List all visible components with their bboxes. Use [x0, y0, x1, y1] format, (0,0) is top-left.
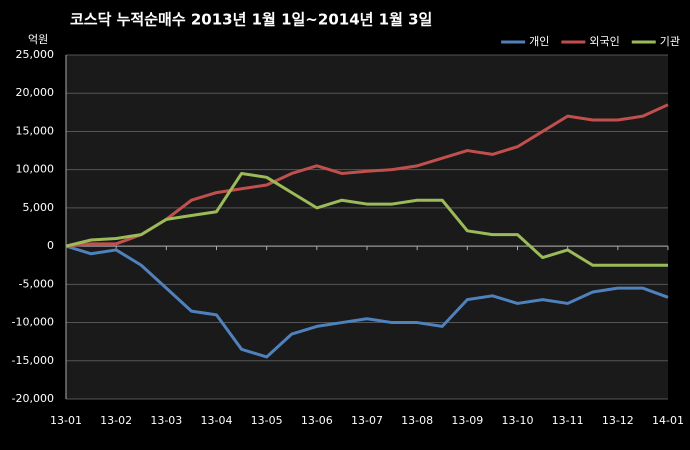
- y-tick-label: 10,000: [16, 163, 55, 176]
- x-tick-label: 13-10: [502, 414, 534, 427]
- x-tick-label: 13-02: [100, 414, 132, 427]
- y-tick-label: 20,000: [16, 86, 55, 99]
- y-tick-label: -5,000: [19, 277, 54, 290]
- x-tick-label: 13-12: [602, 414, 634, 427]
- y-tick-label: 5,000: [23, 201, 55, 214]
- y-axis-label: 억원: [28, 33, 48, 46]
- x-tick-label: 13-01: [50, 414, 82, 427]
- x-tick-label: 13-11: [552, 414, 584, 427]
- x-tick-label: 13-05: [251, 414, 283, 427]
- legend-label: 개인: [529, 35, 549, 48]
- plot-area: [66, 55, 668, 399]
- y-tick-label: 15,000: [16, 124, 55, 137]
- y-tick-label: -10,000: [12, 316, 54, 329]
- x-tick-label: 13-08: [401, 414, 433, 427]
- x-tick-label: 13-07: [351, 414, 383, 427]
- chart-title: 코스닥 누적순매수 2013년 1월 1일~2014년 1월 3일: [70, 11, 432, 29]
- y-tick-label: -20,000: [12, 392, 54, 405]
- y-tick-label: 25,000: [16, 48, 55, 61]
- y-tick-label: -15,000: [12, 354, 54, 367]
- y-tick-label: 0: [47, 239, 54, 252]
- series-line: [65, 244, 669, 359]
- x-tick-label: 13-04: [201, 414, 233, 427]
- x-tick-label: 13-06: [301, 414, 333, 427]
- x-tick-label: 14-01: [652, 414, 684, 427]
- x-tick-label: 13-03: [150, 414, 182, 427]
- series-line: [65, 171, 668, 267]
- x-tick-label: 13-09: [451, 414, 483, 427]
- legend-label: 외국인: [589, 35, 619, 48]
- legend-label: 기관: [660, 35, 680, 48]
